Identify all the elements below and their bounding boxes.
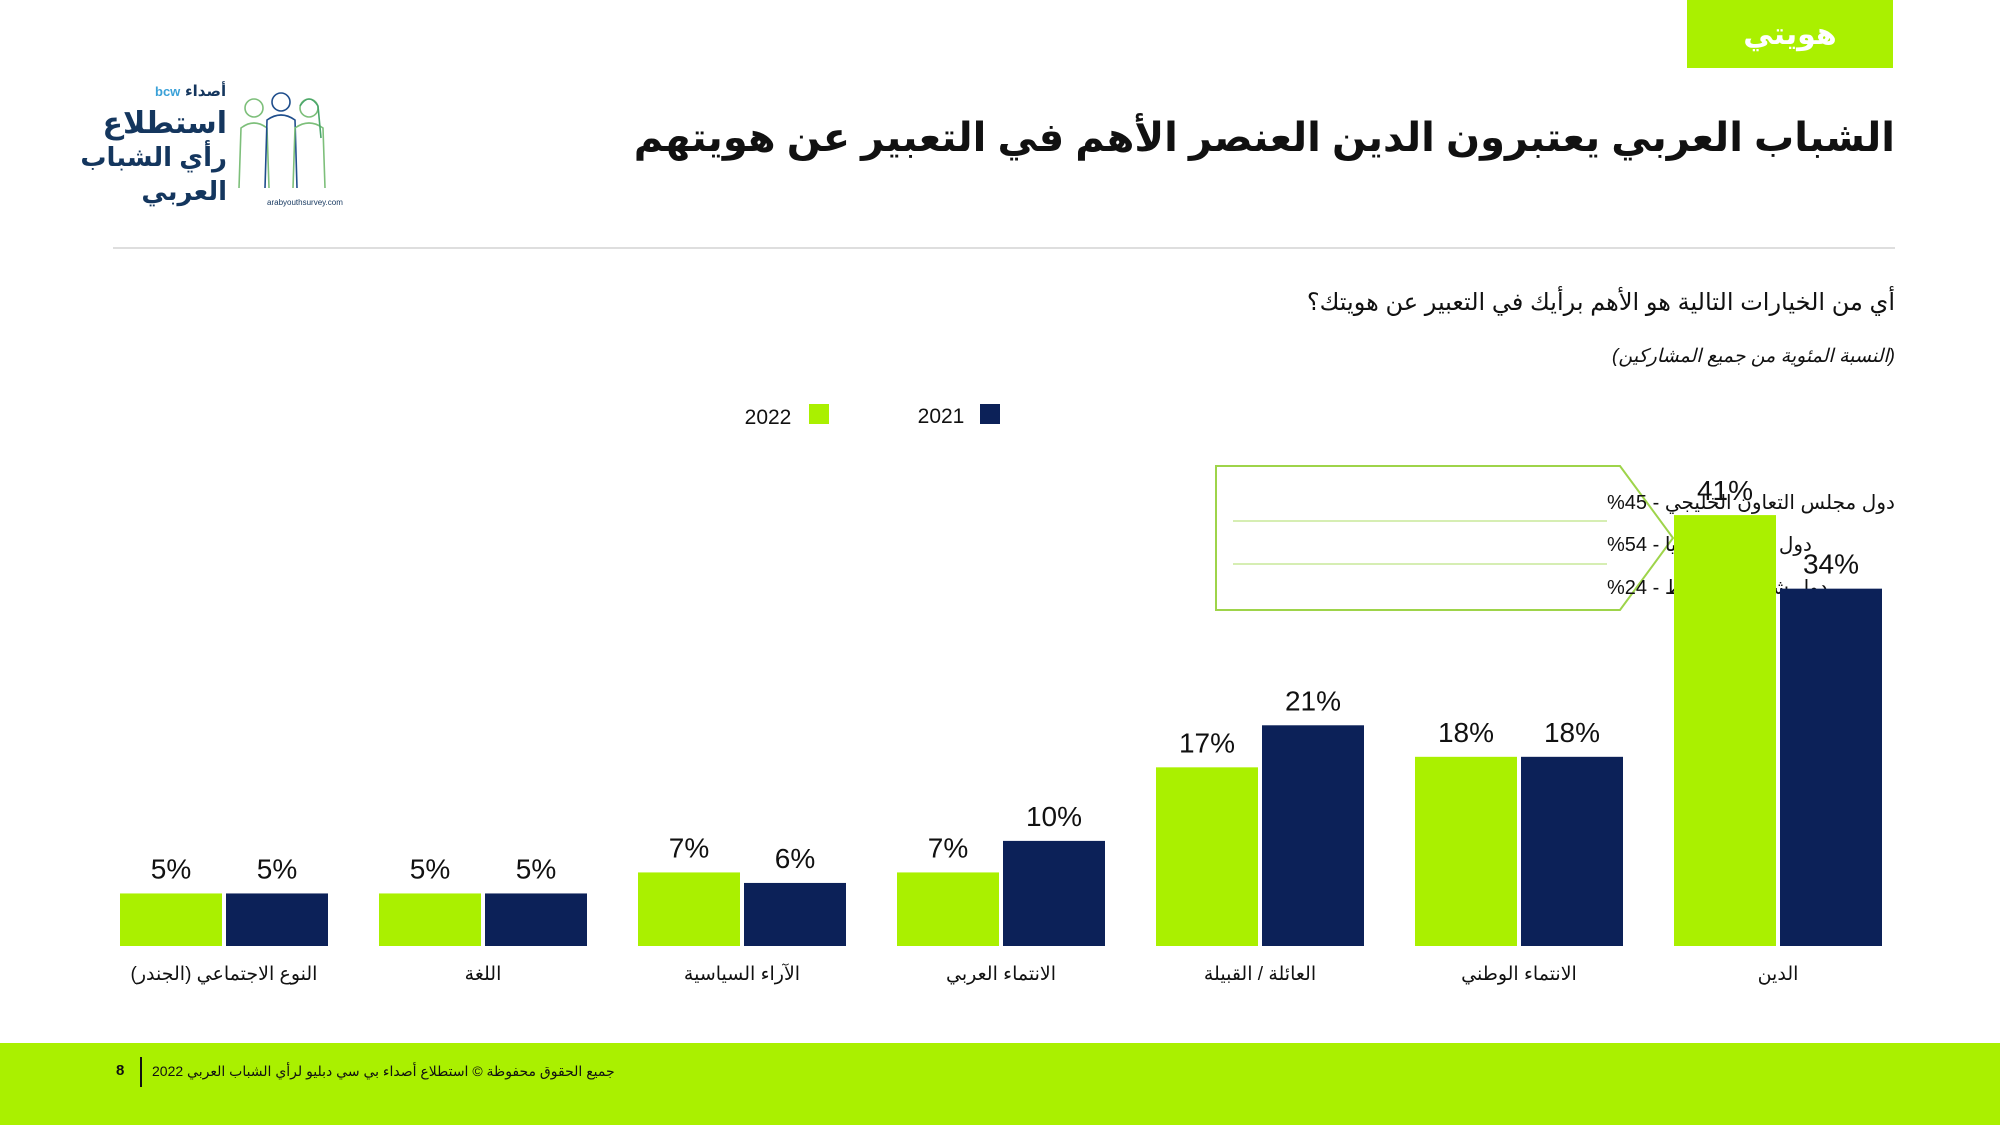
bar-2021-5 [1521, 756, 1623, 946]
data-label-2022-1: 5% [410, 853, 450, 884]
data-label-2021-1: 5% [516, 853, 556, 884]
bar-2022-6 [1674, 515, 1776, 946]
bar-2022-5 [1415, 756, 1517, 946]
data-label-2021-2: 6% [775, 843, 815, 874]
callout-line-gcc: دول مجلس التعاون الخليجي - 45% [1607, 492, 1895, 515]
category-label-0: النوع الاجتماعي (الجندر) [131, 964, 318, 985]
logo-line1: استطلاع [102, 107, 227, 140]
data-label-2021-0: 5% [257, 853, 297, 884]
section-tag: هويتي [1687, 0, 1893, 68]
bar-2022-1 [379, 893, 481, 946]
data-label-2021-6: 34% [1803, 549, 1859, 580]
header-divider [113, 247, 1895, 249]
data-label-2022-3: 7% [928, 832, 968, 863]
chart-legend: 2022 2021 [745, 404, 1000, 429]
logo-bcw: bcw [155, 84, 181, 99]
survey-question: أي من الخيارات التالية هو الأهم برأيك في… [1306, 289, 1895, 316]
data-label-2022-5: 18% [1438, 717, 1494, 748]
logo-brand: أصداء [185, 83, 227, 100]
category-label-2: الآراء السياسية [684, 963, 800, 985]
logo-line2: رأي الشباب [80, 142, 227, 172]
category-label-3: الانتماء العربي [946, 964, 1056, 985]
page-number: 8 [116, 1062, 125, 1079]
bar-2022-4 [1156, 767, 1258, 946]
data-label-2021-3: 10% [1026, 801, 1082, 832]
data-label-2021-5: 18% [1544, 717, 1600, 748]
footer-copyright: جميع الحقوق محفوظة © استطلاع أصداء بي سي… [152, 1063, 615, 1079]
bar-2021-4 [1262, 725, 1364, 946]
category-label-6: الدين [1758, 964, 1799, 985]
bar-2022-2 [638, 872, 740, 946]
data-label-2022-0: 5% [151, 853, 191, 884]
legend-label-2022: 2022 [745, 406, 792, 429]
data-label-2021-4: 21% [1285, 685, 1341, 716]
bar-2021-2 [744, 882, 846, 946]
category-label-4: العائلة / القبيلة [1204, 964, 1316, 985]
bar-2021-0 [226, 893, 328, 946]
footer-bar [0, 1043, 2000, 1125]
bar-2022-3 [897, 872, 999, 946]
legend-swatch-2022 [809, 404, 829, 424]
logo: أصداء bcw استطلاع رأي الشباب العربي arab… [80, 82, 355, 217]
legend-swatch-2021 [980, 404, 1000, 424]
footer-separator [140, 1057, 142, 1087]
bar-2022-0 [120, 893, 222, 946]
question-subtitle: (النسبة المئوية من جميع المشاركين) [1612, 346, 1895, 367]
category-label-5: الانتماء الوطني [1461, 964, 1577, 985]
bar-2021-6 [1780, 588, 1882, 946]
logo-line3: العربي [141, 176, 227, 206]
bar-2021-1 [485, 893, 587, 946]
page-title: الشباب العربي يعتبرون الدين العنصر الأهم… [633, 116, 1895, 160]
bar-chart: 2022 2021 دول مجلس التعاون الخليجي - 45%… [120, 404, 1895, 985]
logo-url: arabyouthsurvey.com [267, 198, 343, 207]
data-label-2022-2: 7% [669, 832, 709, 863]
legend-label-2021: 2021 [918, 405, 965, 428]
data-label-2022-4: 17% [1179, 727, 1235, 758]
category-label-1: اللغة [465, 964, 502, 985]
logo-figures-illustration [238, 92, 326, 189]
chart-bars: 5% 5% النوع الاجتماعي (الجندر) 5% 5% اللغة 7% 6… [120, 475, 1882, 985]
data-label-2022-6: 41% [1697, 475, 1753, 506]
regional-breakdown-callout: دول مجلس التعاون الخليجي - 45% دول شمال … [1215, 465, 1895, 611]
bar-2021-3 [1003, 840, 1105, 946]
